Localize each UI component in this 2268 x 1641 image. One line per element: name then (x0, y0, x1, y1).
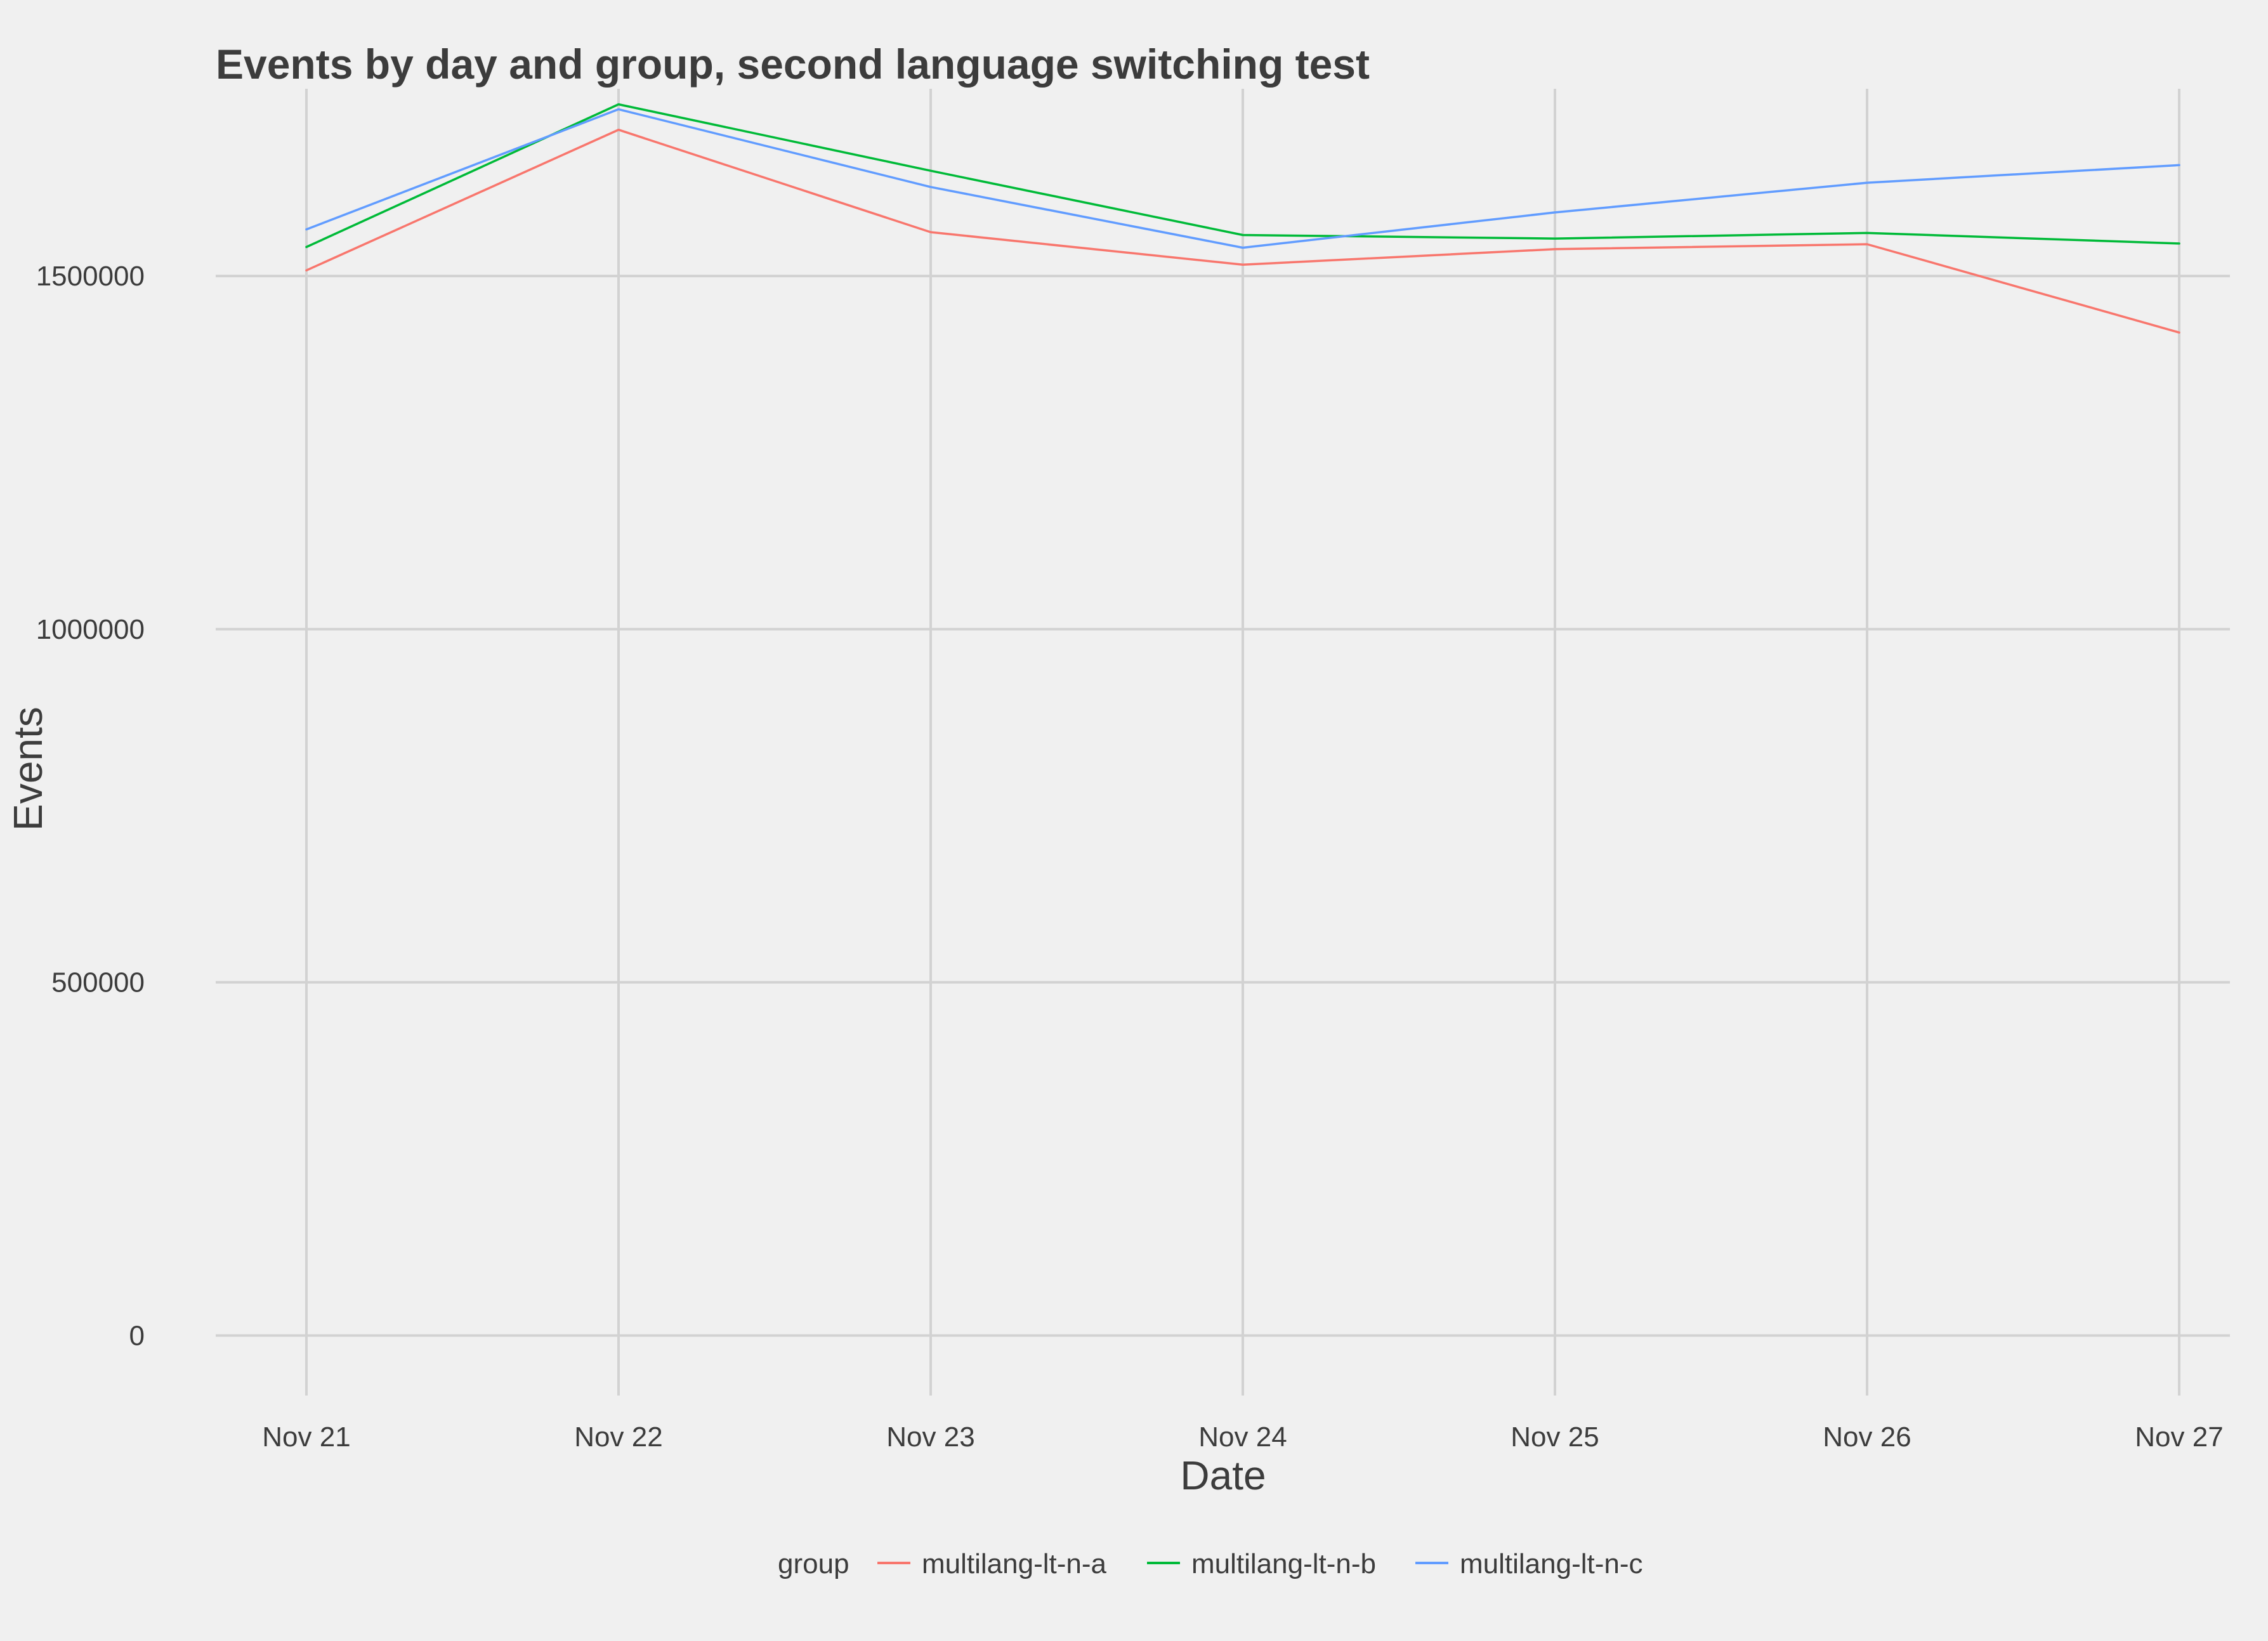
x-tick-label: Nov 27 (2135, 1422, 2223, 1453)
chart-title: Events by day and group, second language… (216, 41, 1370, 88)
y-axis-ticks: 0 500000 1000000 1500000 (36, 261, 145, 1351)
y-axis-title: Events (5, 707, 51, 831)
x-tick-label: Nov 25 (1511, 1422, 1599, 1453)
y-tick-label: 1500000 (36, 261, 145, 292)
legend: group multilang-lt-n-a multilang-lt-n-b mu… (778, 1548, 1643, 1579)
legend-title: group (778, 1548, 849, 1579)
series-line-multilang-lt-n-c (305, 108, 2180, 249)
series-lines (305, 103, 2180, 334)
x-tick-label: Nov 26 (1823, 1422, 1911, 1453)
series-line-multilang-lt-n-b (305, 103, 2180, 249)
legend-label: multilang-lt-n-a (922, 1548, 1107, 1579)
legend-label: multilang-lt-n-c (1460, 1548, 1643, 1579)
x-tick-label: Nov 23 (886, 1422, 974, 1453)
x-tick-label: Nov 22 (574, 1422, 662, 1453)
x-axis-ticks: Nov 21 Nov 22 Nov 23 Nov 24 Nov 25 Nov 26 Nov … (262, 1422, 2223, 1453)
y-tick-label: 1000000 (36, 614, 145, 645)
legend-label: multilang-lt-n-b (1191, 1548, 1376, 1579)
x-tick-label: Nov 21 (262, 1422, 350, 1453)
x-tick-label: Nov 24 (1198, 1422, 1287, 1453)
y-tick-label: 500000 (51, 967, 145, 998)
series-line-multilang-lt-n-a (305, 128, 2180, 334)
gridlines (216, 89, 2230, 1396)
x-axis-title: Date (1180, 1453, 1266, 1498)
y-tick-label: 0 (129, 1320, 145, 1351)
